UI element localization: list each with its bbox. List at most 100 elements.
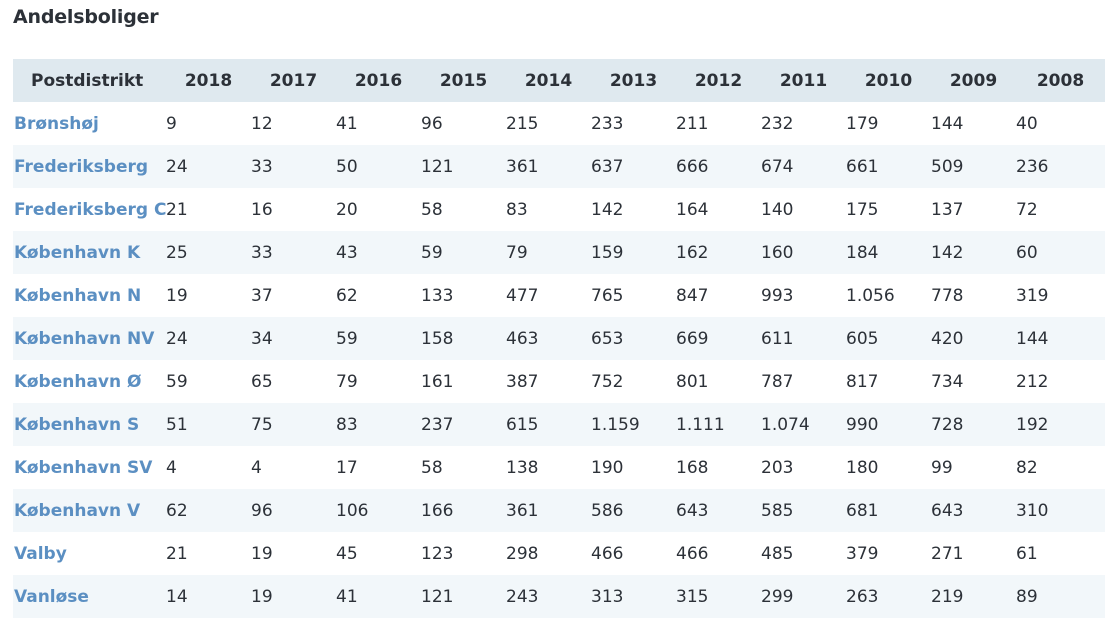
table-cell-value: 361: [506, 156, 539, 177]
table-cell-value: 485: [761, 543, 794, 564]
table-cell-value: 123: [421, 543, 454, 564]
table-cell-value: 990: [846, 414, 879, 435]
table-cell-value: 1.159: [591, 414, 640, 435]
table-row: København V 62 96 106 166 361 586 643 585 681 643 3…: [13, 489, 1105, 532]
table-cell-value: 24: [166, 328, 188, 349]
table-cell-value: 58: [421, 457, 443, 478]
table-cell-value: 666: [676, 156, 709, 177]
table-cell-value: 160: [761, 242, 794, 263]
table-cell-value: 299: [761, 586, 794, 607]
table-cell-value: 243: [506, 586, 539, 607]
table-cell-value: 65: [251, 371, 273, 392]
data-table: Postdistrikt 2018 2017 2016 2015 2014 2013 201…: [13, 59, 1105, 618]
table-cell-value: 361: [506, 500, 539, 521]
table-cell-value: 60: [1016, 242, 1038, 263]
column-header-year: 2010: [864, 70, 913, 91]
table-cell-value: 89: [1016, 586, 1038, 607]
page-title: Andelsboliger: [13, 6, 159, 28]
postdistrikt-link[interactable]: København NV: [14, 328, 155, 349]
table-cell-value: 59: [166, 371, 188, 392]
postdistrikt-link[interactable]: København Ø: [14, 371, 142, 392]
table-cell-value: 237: [421, 414, 454, 435]
table-cell-value: 40: [1016, 113, 1038, 134]
table-cell-value: 59: [336, 328, 358, 349]
table-cell-value: 215: [506, 113, 539, 134]
table-cell-value: 1.074: [761, 414, 810, 435]
column-header-year: 2009: [949, 70, 998, 91]
table-cell-value: 993: [761, 285, 794, 306]
table-cell-value: 1.111: [676, 414, 725, 435]
table-cell-value: 14: [166, 586, 188, 607]
table-cell-value: 653: [591, 328, 624, 349]
table-cell-value: 137: [931, 199, 964, 220]
table-cell-value: 164: [676, 199, 709, 220]
table-cell-value: 847: [676, 285, 709, 306]
table-cell-value: 50: [336, 156, 358, 177]
postdistrikt-link[interactable]: Frederiksberg C: [14, 199, 167, 220]
table-cell-value: 45: [336, 543, 358, 564]
table-cell-value: 463: [506, 328, 539, 349]
table-cell-value: 12: [251, 113, 273, 134]
table-cell-value: 801: [676, 371, 709, 392]
table-cell-value: 58: [421, 199, 443, 220]
table-cell-value: 615: [506, 414, 539, 435]
table-cell-value: 669: [676, 328, 709, 349]
table-cell-value: 121: [421, 156, 454, 177]
column-header-year: 2008: [1036, 70, 1085, 91]
table-row: København Ø 59 65 79 161 387 752 801 787 817 734 21…: [13, 360, 1105, 403]
column-header-postdistrikt: Postdistrikt: [31, 70, 144, 91]
table-cell-value: 99: [931, 457, 953, 478]
table-cell-value: 765: [591, 285, 624, 306]
postdistrikt-link[interactable]: København K: [14, 242, 141, 263]
table-cell-value: 734: [931, 371, 964, 392]
table-cell-value: 466: [676, 543, 709, 564]
table-cell-value: 41: [336, 586, 358, 607]
table-cell-value: 37: [251, 285, 273, 306]
table-cell-value: 192: [1016, 414, 1049, 435]
table-cell-value: 817: [846, 371, 879, 392]
postdistrikt-link[interactable]: Frederiksberg: [14, 156, 149, 177]
table-cell-value: 61: [1016, 543, 1038, 564]
table-row: København NV 24 34 59 158 463 653 669 611 605 420 1…: [13, 317, 1105, 360]
table-cell-value: 140: [761, 199, 794, 220]
table-cell-value: 319: [1016, 285, 1049, 306]
column-header-year: 2017: [269, 70, 318, 91]
table-cell-value: 752: [591, 371, 624, 392]
postdistrikt-link[interactable]: Vanløse: [14, 586, 89, 607]
table-cell-value: 4: [251, 457, 262, 478]
table-cell-value: 643: [931, 500, 964, 521]
table-cell-value: 19: [251, 586, 273, 607]
column-header-year: 2014: [524, 70, 573, 91]
table-cell-value: 34: [251, 328, 273, 349]
table-cell-value: 79: [506, 242, 528, 263]
table-cell-value: 477: [506, 285, 539, 306]
table-cell-value: 1.056: [846, 285, 895, 306]
table-cell-value: 681: [846, 500, 879, 521]
table-cell-value: 211: [676, 113, 709, 134]
postdistrikt-link[interactable]: Valby: [14, 543, 67, 564]
table-cell-value: 20: [336, 199, 358, 220]
table-cell-value: 144: [931, 113, 964, 134]
table-cell-value: 605: [846, 328, 879, 349]
table-cell-value: 96: [251, 500, 273, 521]
table-cell-value: 19: [251, 543, 273, 564]
table-cell-value: 184: [846, 242, 879, 263]
postdistrikt-link[interactable]: København SV: [14, 457, 153, 478]
table-cell-value: 59: [421, 242, 443, 263]
table-cell-value: 161: [421, 371, 454, 392]
postdistrikt-link[interactable]: København N: [14, 285, 142, 306]
column-header-year: 2013: [609, 70, 658, 91]
postdistrikt-link[interactable]: København S: [14, 414, 140, 435]
table-row: Vanløse 14 19 41 121 243 313 315 299 263 219 89: [13, 575, 1105, 618]
table-cell-value: 142: [931, 242, 964, 263]
postdistrikt-link[interactable]: København V: [14, 500, 141, 521]
table-cell-value: 379: [846, 543, 879, 564]
table-cell-value: 643: [676, 500, 709, 521]
table-cell-value: 62: [166, 500, 188, 521]
table-cell-value: 180: [846, 457, 879, 478]
column-header-year: 2011: [779, 70, 828, 91]
table-cell-value: 4: [166, 457, 177, 478]
table-cell-value: 21: [166, 543, 188, 564]
postdistrikt-link[interactable]: Brønshøj: [14, 113, 99, 134]
